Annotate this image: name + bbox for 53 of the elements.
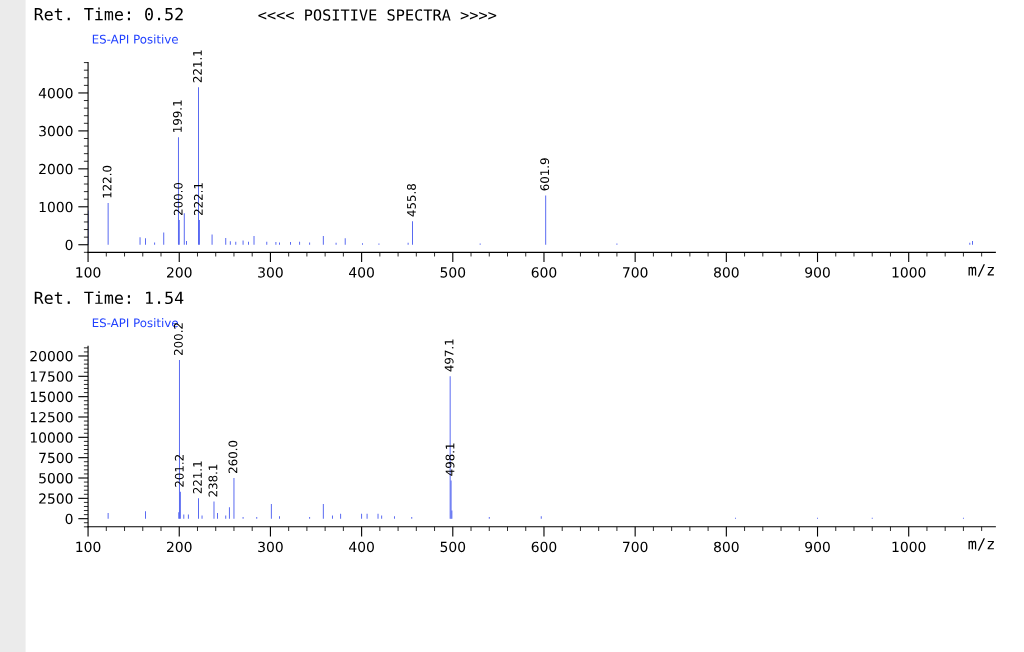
y-tick-label: 15000 bbox=[30, 391, 73, 403]
x-tick-label: 600 bbox=[531, 541, 557, 553]
x-tick-label: 300 bbox=[258, 541, 283, 553]
annotation: 201.2 bbox=[174, 455, 184, 487]
y-tick-label: 3000 bbox=[39, 125, 73, 137]
annotation: 498.1 bbox=[445, 443, 455, 476]
y-tick-label: 20000 bbox=[30, 350, 73, 362]
x-tick-label: 100 bbox=[76, 267, 101, 278]
x-tick-label: 500 bbox=[440, 541, 466, 553]
annotation: 200.0 bbox=[173, 182, 183, 216]
x-tick-label: 800 bbox=[714, 267, 739, 278]
annotation: 455.8 bbox=[406, 184, 416, 217]
annotation: 497.1 bbox=[444, 339, 454, 372]
annotation: 260.0 bbox=[228, 440, 238, 473]
x-tick-label: 400 bbox=[349, 541, 374, 553]
y-tick-label: 7500 bbox=[39, 452, 73, 464]
chart-subtitle: ES-API Positive bbox=[92, 34, 178, 44]
x-tick-label: 100 bbox=[76, 541, 101, 553]
x-tick-label: 700 bbox=[623, 541, 648, 553]
text: <<<< POSITIVE SPECTRA >>>> bbox=[258, 9, 497, 21]
y-tick-label: 0 bbox=[65, 513, 73, 525]
x-axis-title: m/z bbox=[968, 264, 994, 277]
chart-title: Ret. Time: 1.54 bbox=[34, 291, 184, 305]
x-tick-label: 400 bbox=[349, 267, 374, 278]
y-tick-label: 2500 bbox=[39, 493, 73, 504]
annotation: 222.1 bbox=[193, 183, 203, 216]
x-tick-label: 900 bbox=[805, 541, 830, 553]
y-tick-label: 2000 bbox=[39, 163, 73, 175]
chart-title: Ret. Time: 0.52 bbox=[34, 7, 183, 21]
y-tick-label: 0 bbox=[65, 239, 73, 251]
annotation: 199.1 bbox=[172, 100, 182, 132]
x-tick-label: 1000 bbox=[892, 267, 926, 278]
x-tick-label: 700 bbox=[623, 267, 648, 278]
y-tick-label: 1000 bbox=[39, 201, 73, 213]
x-tick-label: 600 bbox=[531, 267, 557, 278]
x-tick-label: 800 bbox=[714, 541, 739, 553]
annotation: 601.9 bbox=[540, 158, 550, 191]
y-tick-label: 12500 bbox=[30, 411, 73, 423]
annotation: 221.1 bbox=[192, 50, 202, 83]
x-tick-label: 200 bbox=[167, 541, 192, 553]
x-tick-label: 500 bbox=[440, 267, 466, 278]
y-tick-label: 17500 bbox=[30, 371, 73, 382]
x-tick-label: 1000 bbox=[892, 541, 926, 553]
x-axis-title: m/z bbox=[968, 538, 994, 551]
x-tick-label: 900 bbox=[805, 267, 830, 278]
y-tick-label: 5000 bbox=[39, 472, 73, 484]
y-tick-label: 10000 bbox=[30, 432, 73, 443]
annotation: 122.0 bbox=[102, 165, 112, 198]
annotation: 238.1 bbox=[208, 464, 218, 497]
y-tick-label: 4000 bbox=[38, 87, 73, 99]
x-tick-label: 300 bbox=[258, 267, 283, 278]
annotation: 221.1 bbox=[192, 461, 202, 494]
x-tick-label: 200 bbox=[167, 267, 192, 278]
